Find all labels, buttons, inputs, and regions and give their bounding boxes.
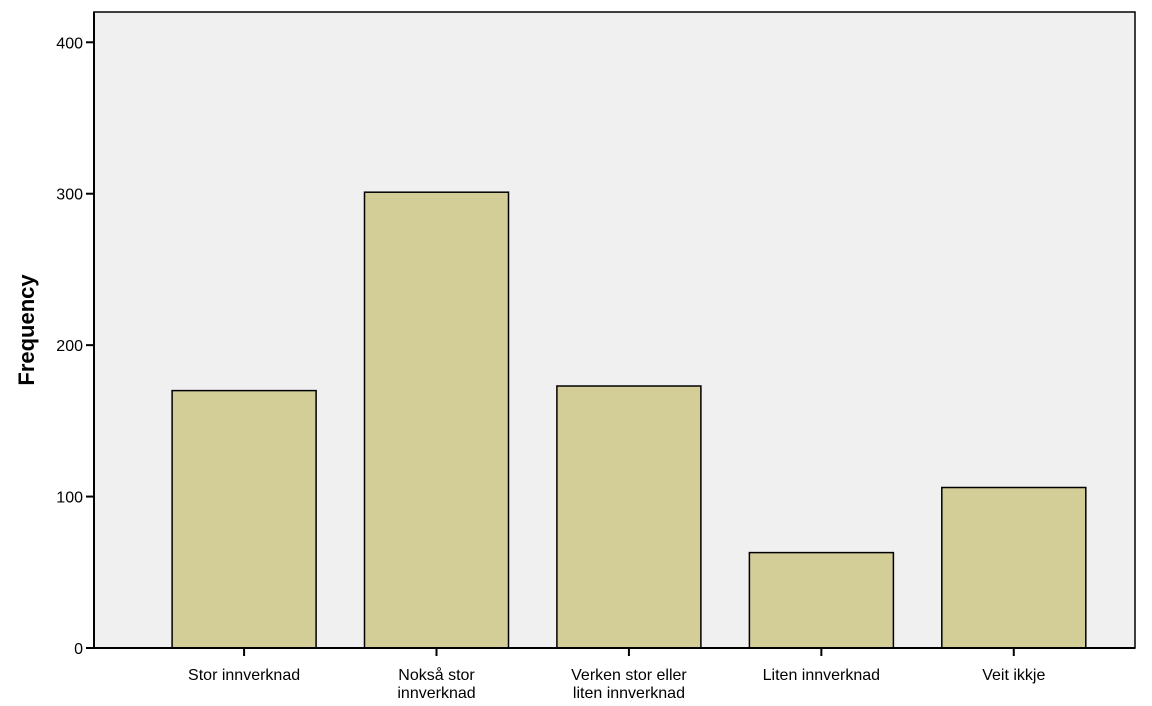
bar [941, 486, 1087, 649]
y-tick-label: 200 [56, 338, 83, 355]
x-tick-label: Liten innverknad [763, 667, 880, 684]
x-tick-label: Nokså stor innverknad [397, 666, 475, 702]
x-tick-label-line: innverknad [397, 685, 475, 702]
x-tick-label: Verken stor eller liten innverknad [571, 667, 687, 702]
x-tick-label: Stor innverknad [188, 667, 300, 684]
bar [748, 551, 895, 649]
y-tick-label: 400 [56, 35, 83, 52]
y-axis: 0 100 200 300 400 [56, 12, 95, 658]
y-tick-label: 300 [56, 187, 83, 204]
y-axis-title: Frequency [14, 274, 39, 386]
x-tick-label-line: Nokså stor [398, 666, 475, 684]
y-tick-label: 100 [56, 490, 83, 507]
x-tick-label-line: Veit ikkje [982, 667, 1045, 684]
bar [363, 191, 510, 649]
bars-group [171, 191, 1087, 649]
bar [171, 389, 317, 649]
x-tick-label: Veit ikkje [982, 667, 1045, 684]
bar [556, 385, 702, 649]
x-tick-label-line: liten innverknad [573, 685, 685, 702]
x-axis: Stor innverknad Nokså stor innverknad Verke… [94, 647, 1135, 702]
x-tick-label-line: Liten innverknad [763, 667, 880, 684]
y-tick-label: 0 [74, 641, 83, 658]
x-tick-label-line: Stor innverknad [188, 667, 300, 684]
x-tick-label-line: Verken stor eller [571, 667, 687, 684]
